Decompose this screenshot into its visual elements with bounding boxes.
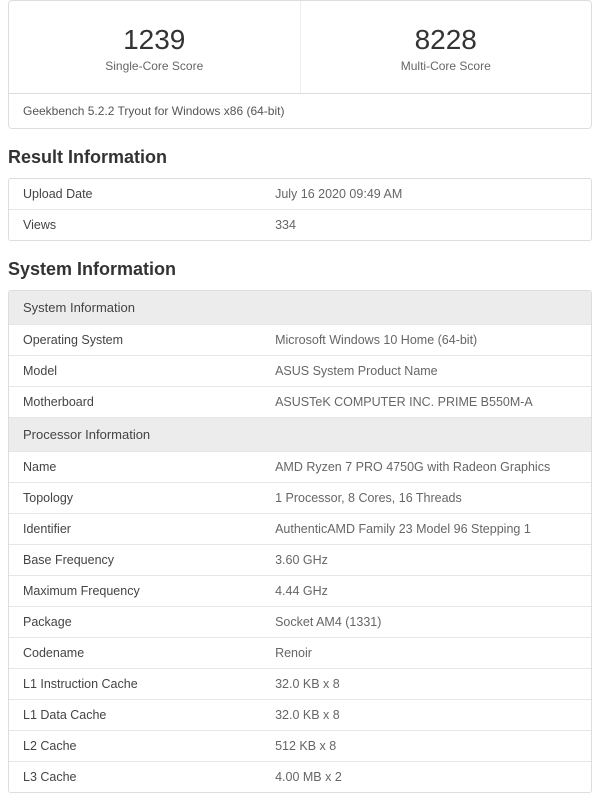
- scores-box: 1239 Single-Core Score 8228 Multi-Core S…: [8, 0, 592, 129]
- multi-core-value: 8228: [311, 23, 582, 57]
- system-info-title: System Information: [8, 259, 592, 280]
- processor-row-value: 512 KB x 8: [265, 731, 591, 761]
- table-row: ModelASUS System Product Name: [9, 355, 591, 386]
- processor-row-value: 3.60 GHz: [265, 545, 591, 575]
- processor-info-header: Processor Information: [9, 417, 591, 451]
- system-info-table: System InformationOperating SystemMicros…: [8, 290, 592, 793]
- table-row: CodenameRenoir: [9, 637, 591, 668]
- table-row: L1 Data Cache32.0 KB x 8: [9, 699, 591, 730]
- system-row-label: Operating System: [9, 325, 265, 355]
- table-row: L1 Instruction Cache32.0 KB x 8: [9, 668, 591, 699]
- table-row: Base Frequency3.60 GHz: [9, 544, 591, 575]
- table-row: L3 Cache4.00 MB x 2: [9, 761, 591, 792]
- result-row-label: Upload Date: [9, 179, 265, 209]
- processor-row-value: 4.00 MB x 2: [265, 762, 591, 792]
- multi-core-label: Multi-Core Score: [311, 59, 582, 73]
- table-row: Upload DateJuly 16 2020 09:49 AM: [9, 179, 591, 209]
- table-row: Maximum Frequency4.44 GHz: [9, 575, 591, 606]
- processor-row-label: L2 Cache: [9, 731, 265, 761]
- processor-row-value: AMD Ryzen 7 PRO 4750G with Radeon Graphi…: [265, 452, 591, 482]
- processor-row-label: Package: [9, 607, 265, 637]
- result-info-table: Upload DateJuly 16 2020 09:49 AMViews334: [8, 178, 592, 241]
- processor-row-label: L3 Cache: [9, 762, 265, 792]
- processor-row-label: Identifier: [9, 514, 265, 544]
- processor-row-label: Name: [9, 452, 265, 482]
- benchmark-version: Geekbench 5.2.2 Tryout for Windows x86 (…: [9, 93, 591, 128]
- processor-row-label: Topology: [9, 483, 265, 513]
- processor-row-value: 32.0 KB x 8: [265, 700, 591, 730]
- system-row-label: Model: [9, 356, 265, 386]
- system-row-value: ASUS System Product Name: [265, 356, 591, 386]
- system-info-header: System Information: [9, 291, 591, 324]
- table-row: Operating SystemMicrosoft Windows 10 Hom…: [9, 324, 591, 355]
- result-row-value: 334: [265, 210, 591, 240]
- table-row: Topology1 Processor, 8 Cores, 16 Threads: [9, 482, 591, 513]
- table-row: PackageSocket AM4 (1331): [9, 606, 591, 637]
- system-row-value: Microsoft Windows 10 Home (64-bit): [265, 325, 591, 355]
- single-core-value: 1239: [19, 23, 290, 57]
- processor-row-label: Maximum Frequency: [9, 576, 265, 606]
- system-row-label: Motherboard: [9, 387, 265, 417]
- processor-row-label: L1 Data Cache: [9, 700, 265, 730]
- processor-row-value: 1 Processor, 8 Cores, 16 Threads: [265, 483, 591, 513]
- processor-info-header-label: Processor Information: [9, 418, 591, 451]
- result-row-value: July 16 2020 09:49 AM: [265, 179, 591, 209]
- processor-row-value: 4.44 GHz: [265, 576, 591, 606]
- processor-row-label: L1 Instruction Cache: [9, 669, 265, 699]
- multi-core-score: 8228 Multi-Core Score: [300, 1, 592, 93]
- scores-row: 1239 Single-Core Score 8228 Multi-Core S…: [9, 1, 591, 93]
- result-info-title: Result Information: [8, 147, 592, 168]
- system-row-value: ASUSTeK COMPUTER INC. PRIME B550M-A: [265, 387, 591, 417]
- table-row: L2 Cache512 KB x 8: [9, 730, 591, 761]
- system-info-header-label: System Information: [9, 291, 591, 324]
- table-row: NameAMD Ryzen 7 PRO 4750G with Radeon Gr…: [9, 451, 591, 482]
- processor-row-label: Base Frequency: [9, 545, 265, 575]
- table-row: IdentifierAuthenticAMD Family 23 Model 9…: [9, 513, 591, 544]
- table-row: MotherboardASUSTeK COMPUTER INC. PRIME B…: [9, 386, 591, 417]
- processor-row-value: Socket AM4 (1331): [265, 607, 591, 637]
- table-row: Views334: [9, 209, 591, 240]
- single-core-score: 1239 Single-Core Score: [9, 1, 300, 93]
- processor-row-value: Renoir: [265, 638, 591, 668]
- single-core-label: Single-Core Score: [19, 59, 290, 73]
- processor-row-label: Codename: [9, 638, 265, 668]
- processor-row-value: 32.0 KB x 8: [265, 669, 591, 699]
- processor-row-value: AuthenticAMD Family 23 Model 96 Stepping…: [265, 514, 591, 544]
- result-row-label: Views: [9, 210, 265, 240]
